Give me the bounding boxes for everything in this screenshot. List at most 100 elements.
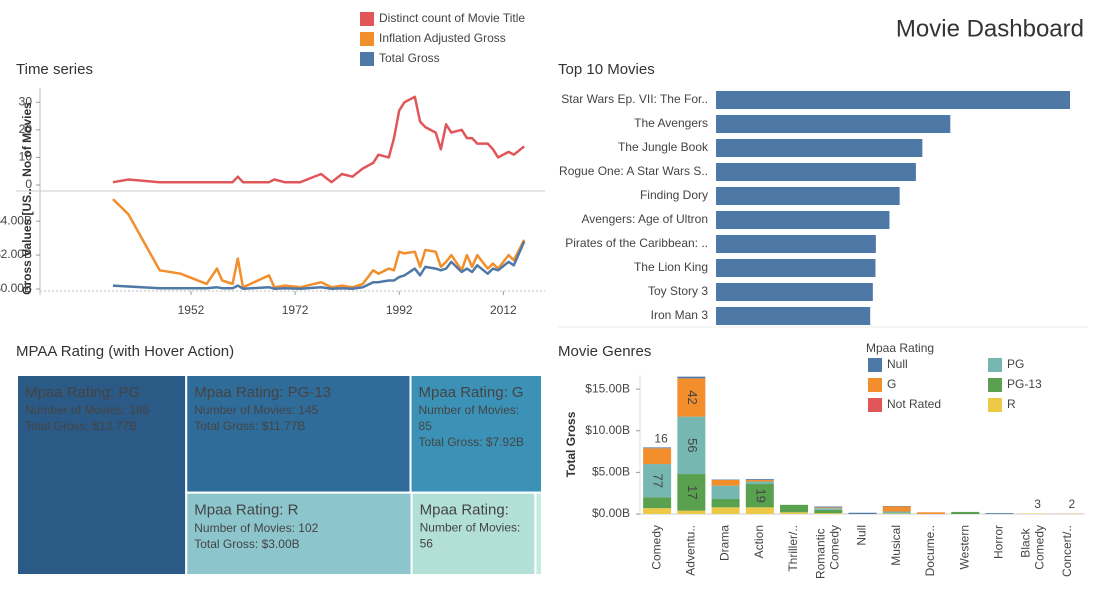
category-label: Finding Dory — [640, 188, 708, 202]
bar-segment — [814, 513, 843, 514]
bar-segment — [677, 376, 706, 379]
data-label: 42 — [685, 390, 700, 404]
x-tick-label: Black Comedy — [1019, 525, 1047, 570]
bar-segment — [814, 507, 843, 509]
x-tick-label: 2012 — [490, 303, 517, 317]
x-tick-label: Romantic Comedy — [813, 525, 841, 579]
bar — [716, 283, 873, 301]
cell-gross: Total Gross: $7.92B — [419, 435, 524, 449]
x-tick-label: Thriller/.. — [786, 525, 800, 572]
category-label: Pirates of the Caribbean: .. — [565, 236, 708, 250]
data-label: 56 — [685, 438, 700, 452]
data-label: 3 — [1034, 497, 1041, 511]
data-label: 17 — [685, 485, 700, 499]
legend-swatch — [868, 398, 882, 412]
cell-gross: Total Gross: $11.77B — [194, 419, 305, 433]
text-line: Number of Movies: — [420, 521, 524, 535]
x-tick-label: Comedy — [649, 525, 663, 570]
cell-label: Mpaa Rating: — [420, 502, 509, 519]
category-label: Iron Man 3 — [651, 308, 709, 322]
y-tick-label: 10 — [19, 150, 33, 164]
bar-segment — [745, 507, 774, 514]
treemap-cell — [185, 374, 412, 494]
bar — [716, 187, 900, 205]
y-tick-label: $10.00B — [585, 423, 630, 437]
bar-segment — [643, 448, 672, 465]
data-label: 2 — [1069, 497, 1076, 511]
line-series — [112, 95, 525, 184]
cell-count: Number of Movies: 56 — [420, 521, 524, 551]
y-tick-label: 20 — [19, 122, 33, 136]
x-tick-label: Drama — [718, 525, 732, 561]
y-axis-label: Gross Values [US.. — [20, 188, 34, 295]
category-label: The Jungle Book — [618, 140, 709, 154]
x-tick-label: Western — [957, 525, 971, 569]
bar-segment — [916, 512, 945, 514]
y-tick-label: $2.00B — [0, 247, 32, 261]
bar-segment — [711, 499, 740, 508]
treemap-cell — [185, 491, 413, 577]
legend-swatch — [988, 358, 1002, 372]
dashboard-title: Movie Dashboard — [896, 15, 1084, 42]
legend-title: Mpaa Rating — [866, 341, 934, 355]
bar-segment — [643, 464, 672, 498]
legend-swatch — [360, 52, 374, 66]
bar-segment — [814, 508, 843, 510]
bar-segment — [745, 481, 774, 485]
bar — [716, 91, 1070, 109]
y-tick-label: 0 — [25, 177, 32, 191]
cell-count: Number of Movies: 145 — [194, 403, 318, 417]
x-tick-label: Null — [855, 525, 869, 546]
bar-segment — [745, 479, 774, 480]
legend-swatch — [868, 378, 882, 392]
bar-segment — [780, 512, 809, 514]
bar-segment — [711, 507, 740, 514]
category-label: The Lion King — [634, 260, 708, 274]
bar — [716, 259, 876, 277]
bar-segment — [677, 474, 706, 511]
legend-label: Total Gross — [379, 51, 440, 65]
legend-label: Null — [887, 357, 908, 371]
y-tick-label: 30 — [19, 94, 33, 108]
bar-segment — [745, 479, 774, 482]
line-series — [112, 240, 526, 290]
x-tick-label: Musical — [889, 525, 903, 566]
data-label: 77 — [651, 473, 666, 487]
text-line: Romantic — [813, 525, 827, 579]
panel-title: Time series — [16, 61, 93, 78]
data-label: 16 — [654, 431, 668, 445]
bar-segment — [643, 447, 672, 449]
text-line: Number of Movies: — [419, 403, 523, 417]
legend-swatch — [988, 398, 1002, 412]
cell-label: Mpaa Rating: R — [194, 502, 298, 519]
text-line: Black — [1019, 525, 1033, 558]
cell-label: Mpaa Rating: PG-13 — [194, 384, 331, 401]
treemap-cell — [16, 374, 188, 576]
cell-count: Number of Movies: 186 — [25, 403, 149, 417]
y-axis-label: No of Movies — [20, 102, 34, 177]
bar-segment — [780, 504, 809, 513]
legend-swatch — [988, 378, 1002, 392]
panel-title: Top 10 Movies — [558, 61, 655, 78]
text-line: Comedy — [1033, 525, 1047, 570]
legend-label: Inflation Adjusted Gross — [379, 31, 506, 45]
cell-count: Number of Movies: 85 — [419, 403, 523, 433]
legend-swatch — [868, 358, 882, 372]
cell-gross: Total Gross: $13.77B — [25, 419, 137, 433]
bar-segment — [882, 511, 911, 514]
treemap-cell — [534, 491, 544, 577]
legend-label: G — [887, 377, 896, 391]
line-series — [112, 198, 526, 289]
x-tick-label: Adventu.. — [684, 525, 698, 576]
bar-segment — [848, 512, 877, 514]
bar — [716, 163, 916, 181]
x-tick-label: 1972 — [282, 303, 309, 317]
bar-segment — [677, 378, 706, 417]
data-label: 19 — [753, 488, 768, 502]
y-tick-label: $0.00B — [0, 281, 32, 295]
y-axis-label: Total Gross — [564, 411, 578, 477]
bar-segment — [643, 497, 672, 509]
treemap-cell — [409, 374, 543, 494]
